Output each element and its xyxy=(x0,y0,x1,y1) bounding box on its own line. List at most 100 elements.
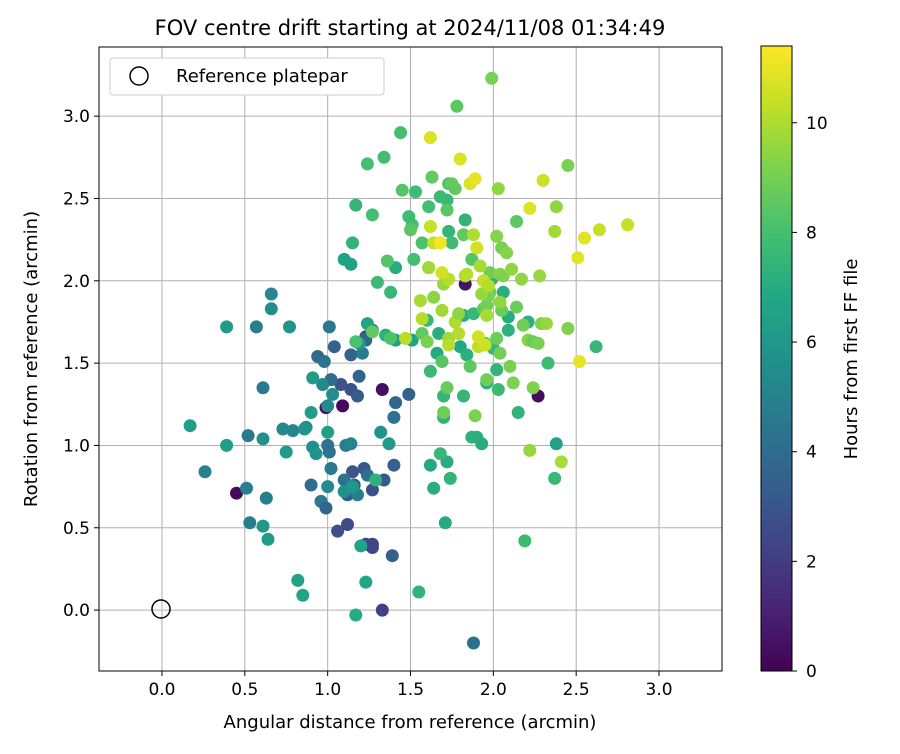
data-point xyxy=(346,480,359,494)
data-point xyxy=(549,200,563,214)
data-point xyxy=(389,396,403,410)
colorbar-tick-label: 10 xyxy=(806,114,828,134)
data-point xyxy=(344,348,358,362)
x-tick-label: 2.0 xyxy=(480,680,507,700)
data-point xyxy=(296,588,310,602)
data-point xyxy=(261,532,275,546)
data-point xyxy=(470,241,484,255)
data-point xyxy=(327,340,341,354)
data-point xyxy=(264,302,278,316)
data-point xyxy=(541,356,555,370)
data-point xyxy=(346,465,359,479)
data-point xyxy=(230,486,243,500)
data-point xyxy=(321,425,335,439)
data-point xyxy=(365,325,379,339)
data-point xyxy=(523,201,537,215)
colorbar-label: Hours from first FF file xyxy=(841,259,862,460)
data-point xyxy=(395,183,409,197)
data-point xyxy=(322,320,336,334)
data-point xyxy=(377,150,391,164)
data-point xyxy=(438,516,452,530)
data-point xyxy=(249,320,263,334)
data-point xyxy=(523,443,537,457)
data-point xyxy=(220,320,234,334)
data-point xyxy=(402,387,416,401)
data-point xyxy=(259,491,273,505)
y-tick-label: 0.5 xyxy=(63,519,90,539)
data-point xyxy=(467,228,480,242)
data-point xyxy=(351,389,364,403)
data-point xyxy=(331,524,345,538)
data-point xyxy=(573,355,586,368)
data-point xyxy=(240,481,253,495)
data-point xyxy=(423,131,437,145)
data-point xyxy=(467,307,480,321)
colorbar-tick-label: 2 xyxy=(806,552,817,572)
data-point xyxy=(359,575,373,589)
data-point xyxy=(621,218,635,232)
data-point xyxy=(548,471,562,485)
y-tick-label: 0.0 xyxy=(63,601,90,621)
x-tick-label: 1.0 xyxy=(314,680,341,700)
data-point xyxy=(291,573,305,587)
data-point xyxy=(399,331,412,345)
reference-platepar-marker xyxy=(151,599,171,619)
data-point xyxy=(536,173,550,187)
data-point xyxy=(349,335,363,349)
data-point xyxy=(493,346,507,360)
data-point xyxy=(423,458,437,472)
data-point xyxy=(445,236,459,250)
data-point xyxy=(452,307,466,321)
data-point xyxy=(384,331,398,345)
data-point xyxy=(422,261,436,275)
data-point xyxy=(518,534,532,548)
data-point xyxy=(198,465,212,479)
data-point xyxy=(374,425,388,439)
y-tick-label: 1.0 xyxy=(63,436,90,456)
colorbar-gradient xyxy=(760,45,793,672)
data-point xyxy=(344,257,358,271)
data-point xyxy=(387,458,401,472)
y-tick-label: 2.5 xyxy=(63,189,90,209)
y-tick-label: 1.5 xyxy=(63,354,90,374)
data-point xyxy=(440,203,454,217)
data-point xyxy=(319,501,333,515)
data-point xyxy=(427,481,441,495)
data-point xyxy=(341,518,354,531)
chart-title: FOV centre drift starting at 2024/11/08 … xyxy=(155,16,666,40)
data-point xyxy=(457,389,470,403)
data-point xyxy=(321,480,335,494)
data-point xyxy=(382,437,396,451)
data-point xyxy=(460,348,474,362)
data-point xyxy=(433,447,447,461)
data-point xyxy=(276,422,290,436)
legend: Reference platepar xyxy=(109,57,385,96)
data-point xyxy=(592,223,606,237)
data-point xyxy=(493,295,507,309)
data-point xyxy=(375,383,389,396)
data-point xyxy=(549,437,563,451)
data-point xyxy=(496,285,510,299)
colorbar-tick-label: 0 xyxy=(806,662,817,682)
data-point xyxy=(425,170,439,184)
data-point xyxy=(554,455,568,469)
colorbar-tick-label: 8 xyxy=(806,223,817,243)
data-point xyxy=(220,438,234,452)
legend-marker-icon xyxy=(129,66,149,86)
data-point xyxy=(334,378,348,391)
data-point xyxy=(385,549,399,563)
data-point xyxy=(467,636,480,650)
data-point xyxy=(468,172,482,186)
x-axis-ticks: 0.0 0.5 1.0 1.5 2.0 2.5 3.0 xyxy=(148,671,673,700)
data-point xyxy=(506,376,520,390)
data-point xyxy=(423,220,437,233)
data-point xyxy=(384,285,398,299)
data-point xyxy=(491,383,505,396)
data-point xyxy=(380,254,394,268)
data-point xyxy=(317,355,331,368)
data-point xyxy=(548,224,562,238)
data-point xyxy=(412,585,426,599)
data-point xyxy=(533,269,547,283)
data-point xyxy=(326,387,340,401)
data-point xyxy=(490,229,504,243)
